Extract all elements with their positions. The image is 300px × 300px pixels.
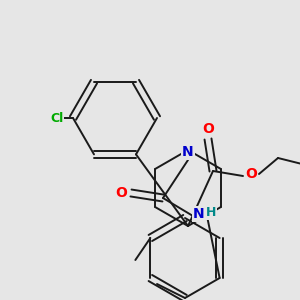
Text: N: N xyxy=(193,207,205,221)
Text: O: O xyxy=(202,122,214,136)
Text: O: O xyxy=(115,186,127,200)
Text: O: O xyxy=(245,167,257,181)
Text: Cl: Cl xyxy=(50,112,64,124)
Text: N: N xyxy=(182,145,194,159)
Text: H: H xyxy=(206,206,216,220)
